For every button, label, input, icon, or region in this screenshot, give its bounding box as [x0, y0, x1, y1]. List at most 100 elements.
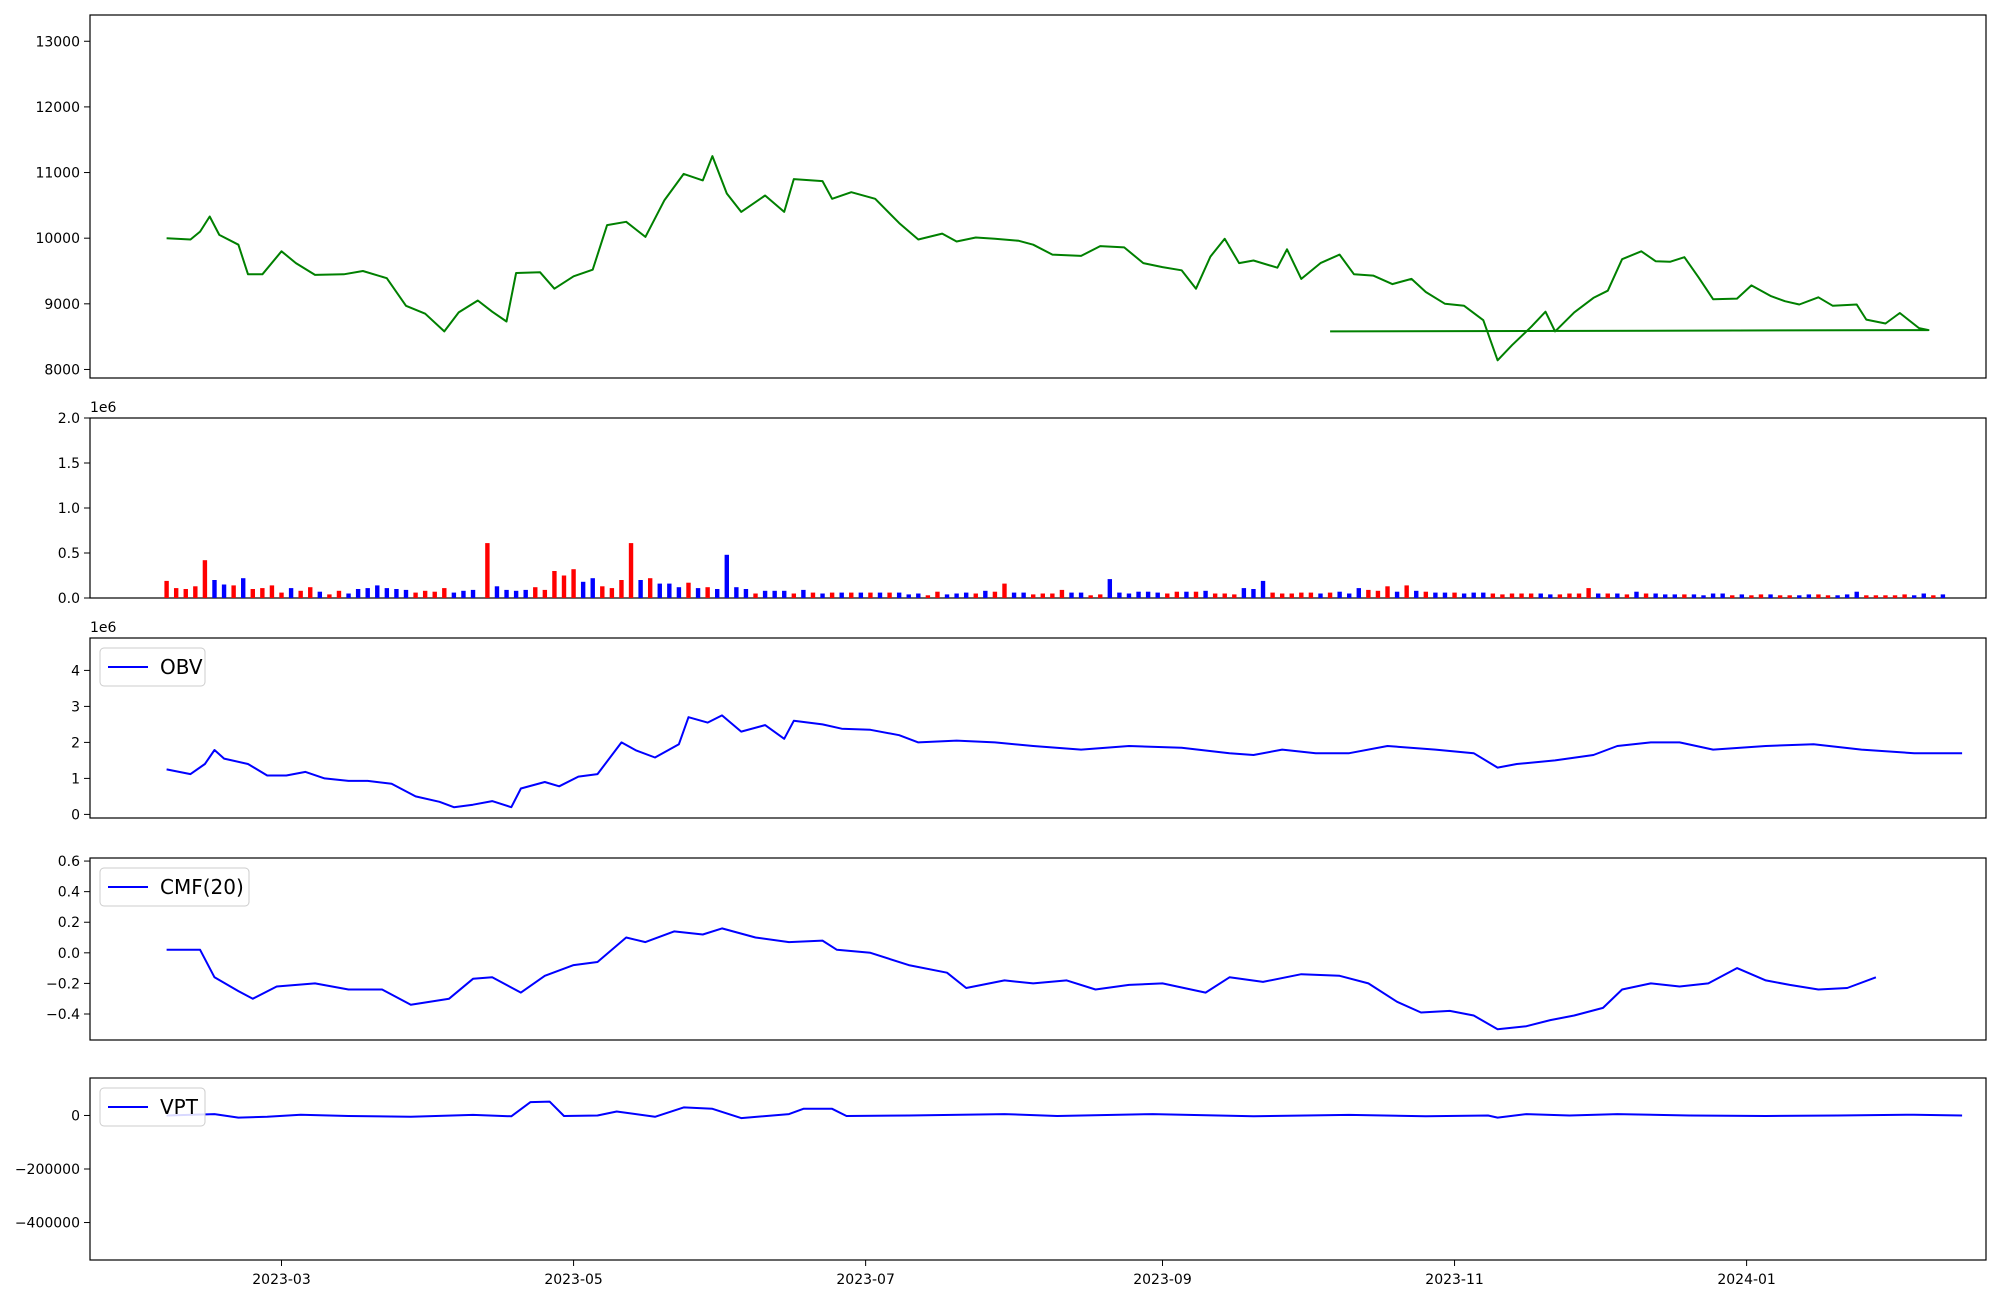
volume-bar — [513, 590, 519, 598]
obv-legend-box — [99, 647, 206, 687]
volume-bar — [403, 589, 409, 598]
volume-bar — [1605, 593, 1610, 598]
volume-bar — [1528, 593, 1534, 598]
volume-bar — [1193, 591, 1199, 598]
volume-bar — [743, 589, 749, 598]
volume-bar — [1011, 592, 1017, 598]
volume-bar — [432, 591, 437, 598]
volume-bar — [1394, 591, 1400, 598]
volume-bar — [1481, 592, 1486, 598]
volume-bar — [1021, 592, 1026, 598]
volume-bar — [1730, 595, 1735, 598]
volume-bar — [355, 589, 361, 598]
volume-bar — [935, 591, 940, 598]
vpt-axes-frame — [89, 1077, 1987, 1261]
volume-bar — [1643, 593, 1649, 598]
cmf-ytick-label: 0.6 — [58, 854, 80, 870]
volume-bar — [1337, 591, 1342, 598]
volume-bar — [619, 580, 624, 598]
volume-bar — [1672, 594, 1677, 598]
cmf-series-line — [166, 927, 1877, 1031]
volume-bar — [470, 589, 476, 598]
volume-bar — [1107, 579, 1113, 598]
obv-ytick-label: 1 — [71, 771, 80, 787]
volume-bar — [173, 588, 179, 598]
volume-bar — [676, 587, 682, 598]
volume-bar — [1749, 595, 1754, 598]
obv-plot-area — [166, 714, 1963, 809]
volume-bar — [1567, 593, 1572, 598]
volume-bar — [1883, 595, 1888, 598]
volume-bar — [1260, 580, 1266, 598]
price-ytick-label: 12000 — [35, 100, 80, 116]
volume-bar — [1586, 588, 1591, 598]
volume-plot-area — [164, 543, 1946, 598]
volume-bar — [1634, 591, 1639, 598]
volume-bar — [1864, 595, 1869, 598]
volume-bar — [494, 586, 500, 598]
volume-bar — [791, 593, 797, 598]
volume-ytick-label: 0.0 — [58, 591, 80, 607]
vpt-series-line — [166, 1100, 1963, 1120]
volume-bar — [1500, 594, 1505, 598]
volume-bar — [1854, 591, 1859, 598]
volume-bar — [523, 589, 528, 598]
volume-bar — [231, 585, 236, 598]
volume-bar — [1289, 593, 1294, 598]
volume-bar — [1212, 593, 1218, 598]
volume-bar — [1701, 595, 1706, 598]
volume-bar — [1098, 594, 1103, 598]
volume-bar — [1758, 594, 1764, 598]
volume-bar — [590, 578, 595, 598]
volume-bar — [1414, 590, 1419, 598]
cmf-legend-box — [99, 867, 250, 907]
volume-bar — [1299, 592, 1304, 598]
obv-ytick-label: 3 — [71, 699, 80, 715]
volume-bar — [1710, 593, 1716, 598]
volume-bar — [269, 585, 275, 598]
volume-bar — [221, 584, 227, 598]
volume-bar — [954, 593, 959, 598]
volume-bar — [571, 569, 576, 598]
price-series-line — [166, 155, 1930, 362]
xtick-label: 2023-07 — [836, 1272, 895, 1288]
vpt-panel: −400000 −200000 0 VPT 2023-03 2023-05 2023-07 2… — [15, 1077, 1987, 1288]
volume-bar — [317, 591, 323, 598]
volume-bar — [1232, 594, 1237, 598]
volume-bar — [346, 593, 351, 598]
volume-bar — [1461, 593, 1467, 598]
volume-bar — [829, 592, 835, 598]
volume-bar — [552, 571, 557, 598]
volume-bar — [1682, 594, 1687, 598]
volume-bar — [1653, 593, 1658, 598]
volume-bar — [288, 588, 294, 598]
volume-bar — [327, 594, 332, 598]
volume-bar — [1835, 595, 1840, 598]
volume-bar — [413, 592, 418, 598]
volume-bar — [1184, 591, 1189, 598]
volume-bar — [1442, 592, 1448, 598]
volume-bar — [1375, 590, 1381, 598]
volume-bar — [1797, 595, 1802, 598]
volume-bar — [1691, 594, 1697, 598]
volume-bar — [820, 593, 825, 598]
obv-series-line — [166, 714, 1963, 809]
price-axes-frame — [89, 14, 1987, 379]
cmf-axes-frame — [89, 857, 1987, 1041]
volume-bar — [1203, 590, 1208, 598]
obv-ytick-label: 2 — [71, 735, 80, 751]
volume-bar — [887, 592, 892, 598]
volume-bar — [451, 592, 457, 598]
volume-bar — [1538, 593, 1543, 598]
volume-bar — [1078, 592, 1084, 598]
volume-bar — [973, 593, 978, 598]
cmf-plot-area — [166, 927, 1877, 1031]
volume-bar — [1385, 586, 1390, 598]
price-ytick-label: 8000 — [44, 362, 80, 378]
volume-bar — [260, 588, 265, 598]
volume-bar — [628, 543, 634, 598]
volume-bar — [1117, 592, 1122, 598]
volume-bar — [1931, 595, 1936, 598]
volume-bar — [1806, 594, 1812, 598]
volume-bar — [422, 590, 428, 598]
